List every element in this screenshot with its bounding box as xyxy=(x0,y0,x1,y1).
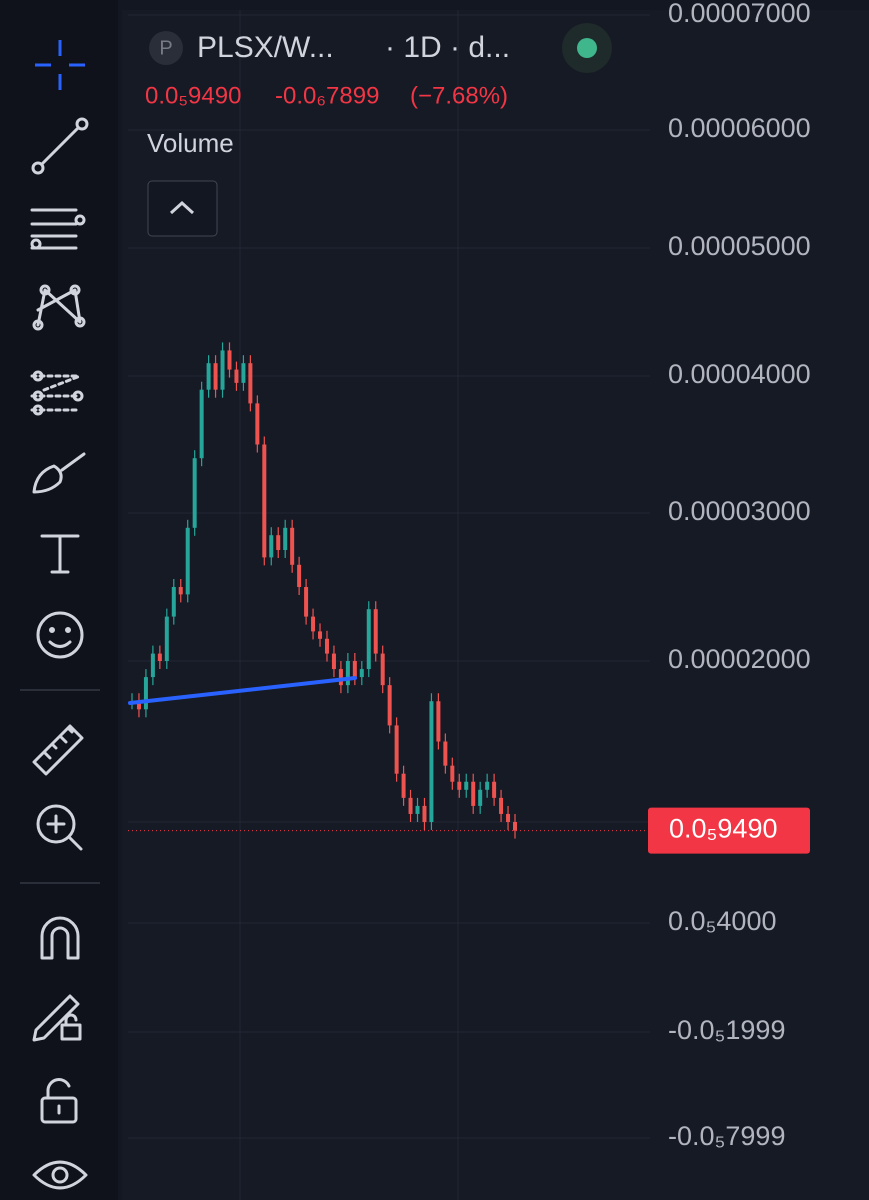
candle-body xyxy=(220,350,225,390)
candle-body xyxy=(457,781,462,790)
pattern-tool[interactable] xyxy=(32,284,86,331)
chart-pane xyxy=(122,10,869,1200)
candle-body xyxy=(199,389,204,459)
candle-body xyxy=(338,669,343,686)
trend-line-drawing[interactable] xyxy=(128,676,357,705)
candle-body xyxy=(318,631,323,639)
candle-body xyxy=(429,701,434,822)
candle-body xyxy=(373,609,378,654)
candle-body xyxy=(485,781,490,790)
candle-body xyxy=(178,587,183,595)
candle-body xyxy=(227,350,232,370)
toolbar xyxy=(0,0,118,1200)
candle-body xyxy=(255,403,260,445)
candle-body xyxy=(164,616,169,661)
candle-body xyxy=(492,781,497,798)
candle-body xyxy=(276,535,281,550)
candle-body xyxy=(171,587,176,617)
candle-body xyxy=(150,653,155,678)
candle-body xyxy=(136,701,141,710)
symbol-logo-letter: P xyxy=(159,37,172,59)
candle-body xyxy=(436,701,441,742)
candle-body xyxy=(471,781,476,806)
candle-body xyxy=(297,564,302,587)
candle-body xyxy=(269,535,274,558)
candle-body xyxy=(408,797,413,814)
last-price-label: 0.0₅9490 xyxy=(669,814,777,844)
candle-body xyxy=(394,725,399,774)
change-pct: (−7.68%) xyxy=(410,82,508,109)
collapse-icon xyxy=(169,200,195,215)
candle-body xyxy=(234,369,239,383)
candle-body xyxy=(450,765,455,782)
candle-body xyxy=(387,685,392,726)
last-price-box xyxy=(648,807,810,854)
y-tick-label: -0.0₅7999 xyxy=(668,1121,785,1151)
candle-body xyxy=(422,805,427,822)
candle-body xyxy=(290,527,295,565)
y-tick-label: 0.0₅4000 xyxy=(668,906,776,936)
candle-body xyxy=(324,638,329,654)
symbol-logo xyxy=(149,31,183,65)
candle-body xyxy=(345,661,350,686)
candle-body xyxy=(311,616,316,632)
candle-body xyxy=(513,822,517,831)
plot xyxy=(128,342,650,839)
candle-body xyxy=(213,363,218,390)
lock-drawings-tool[interactable] xyxy=(32,994,82,1042)
candle-body xyxy=(157,653,162,661)
candle-body xyxy=(283,527,288,550)
candle-body xyxy=(248,363,253,404)
y-tick-label: 0.00004000 xyxy=(668,359,811,389)
y-tick-label: 0.00003000 xyxy=(668,496,811,526)
interval[interactable]: · 1D · d... xyxy=(385,31,510,64)
candle-body xyxy=(443,741,448,766)
candle-body xyxy=(206,363,211,390)
candle-body xyxy=(143,677,148,710)
y-tick-label: 0.00002000 xyxy=(668,644,811,674)
price-axis: 0.00007000 0.00006000 0.00005000 0.00004000… xyxy=(648,0,811,1151)
candle-body xyxy=(241,363,246,383)
fib-tool[interactable] xyxy=(30,208,86,250)
candle-body xyxy=(464,781,469,790)
candle-body xyxy=(401,773,406,798)
crosshair-tool[interactable] xyxy=(35,40,85,90)
candle-body xyxy=(331,653,336,670)
candle-body xyxy=(366,609,371,670)
y-tick-label: 0.00007000 xyxy=(668,0,811,28)
candle-body xyxy=(192,458,197,528)
emoji-tool[interactable] xyxy=(36,611,84,659)
magnet-tool[interactable] xyxy=(40,916,80,960)
candle-body xyxy=(185,527,190,595)
y-tick-label: -0.0₅1999 xyxy=(668,1015,785,1045)
candle-body xyxy=(359,669,364,678)
indicator-name[interactable]: Volume xyxy=(147,128,234,158)
unlock-tool[interactable] xyxy=(40,1078,78,1124)
candle-body xyxy=(499,797,504,814)
trendline-tool[interactable] xyxy=(31,117,89,175)
collapse-button[interactable] xyxy=(147,180,218,237)
price: 0.0₅9490 xyxy=(145,82,241,109)
zoom-tool[interactable] xyxy=(36,804,83,851)
brush-tool[interactable] xyxy=(32,452,86,494)
ruler-tool[interactable] xyxy=(32,724,84,776)
candle-body xyxy=(380,653,385,686)
candle-body xyxy=(304,587,309,617)
market-status[interactable] xyxy=(577,38,597,58)
candle-body xyxy=(352,661,357,678)
y-tick-label: 0.00005000 xyxy=(668,231,811,261)
y-tick-label: 0.00006000 xyxy=(668,113,811,143)
candle-body xyxy=(415,805,420,814)
change: -0.0₆7899 xyxy=(275,82,379,109)
visibility-tool[interactable] xyxy=(32,1160,88,1190)
symbol[interactable]: PLSX/W... xyxy=(197,31,334,64)
candle-body xyxy=(478,789,483,806)
text-tool[interactable] xyxy=(40,534,80,574)
candle-body xyxy=(262,444,267,558)
prediction-tool[interactable] xyxy=(30,370,84,416)
candle-body xyxy=(506,813,511,822)
